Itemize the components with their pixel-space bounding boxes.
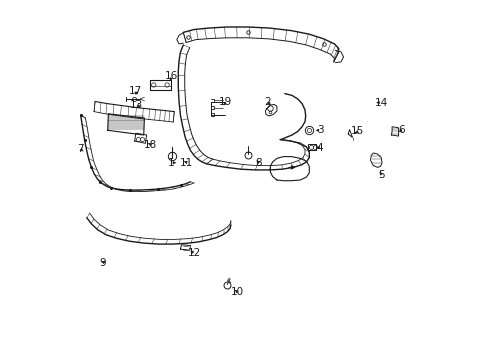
Text: 17: 17	[129, 86, 142, 96]
Text: 5: 5	[377, 170, 384, 180]
Text: 16: 16	[165, 71, 178, 81]
Text: 1: 1	[167, 158, 174, 168]
Text: 15: 15	[350, 126, 364, 136]
Text: 19: 19	[219, 96, 232, 107]
Text: 4: 4	[316, 143, 323, 153]
Text: 11: 11	[180, 158, 193, 168]
Text: 9: 9	[99, 258, 105, 268]
Text: 7: 7	[77, 144, 84, 154]
Text: 10: 10	[230, 287, 244, 297]
Text: 14: 14	[374, 98, 387, 108]
Text: 3: 3	[316, 125, 323, 135]
Text: 8: 8	[255, 158, 262, 168]
Text: 13: 13	[130, 100, 143, 110]
Text: 2: 2	[264, 96, 271, 107]
Text: 12: 12	[187, 248, 200, 258]
Text: 6: 6	[397, 125, 404, 135]
Text: 18: 18	[144, 140, 157, 150]
